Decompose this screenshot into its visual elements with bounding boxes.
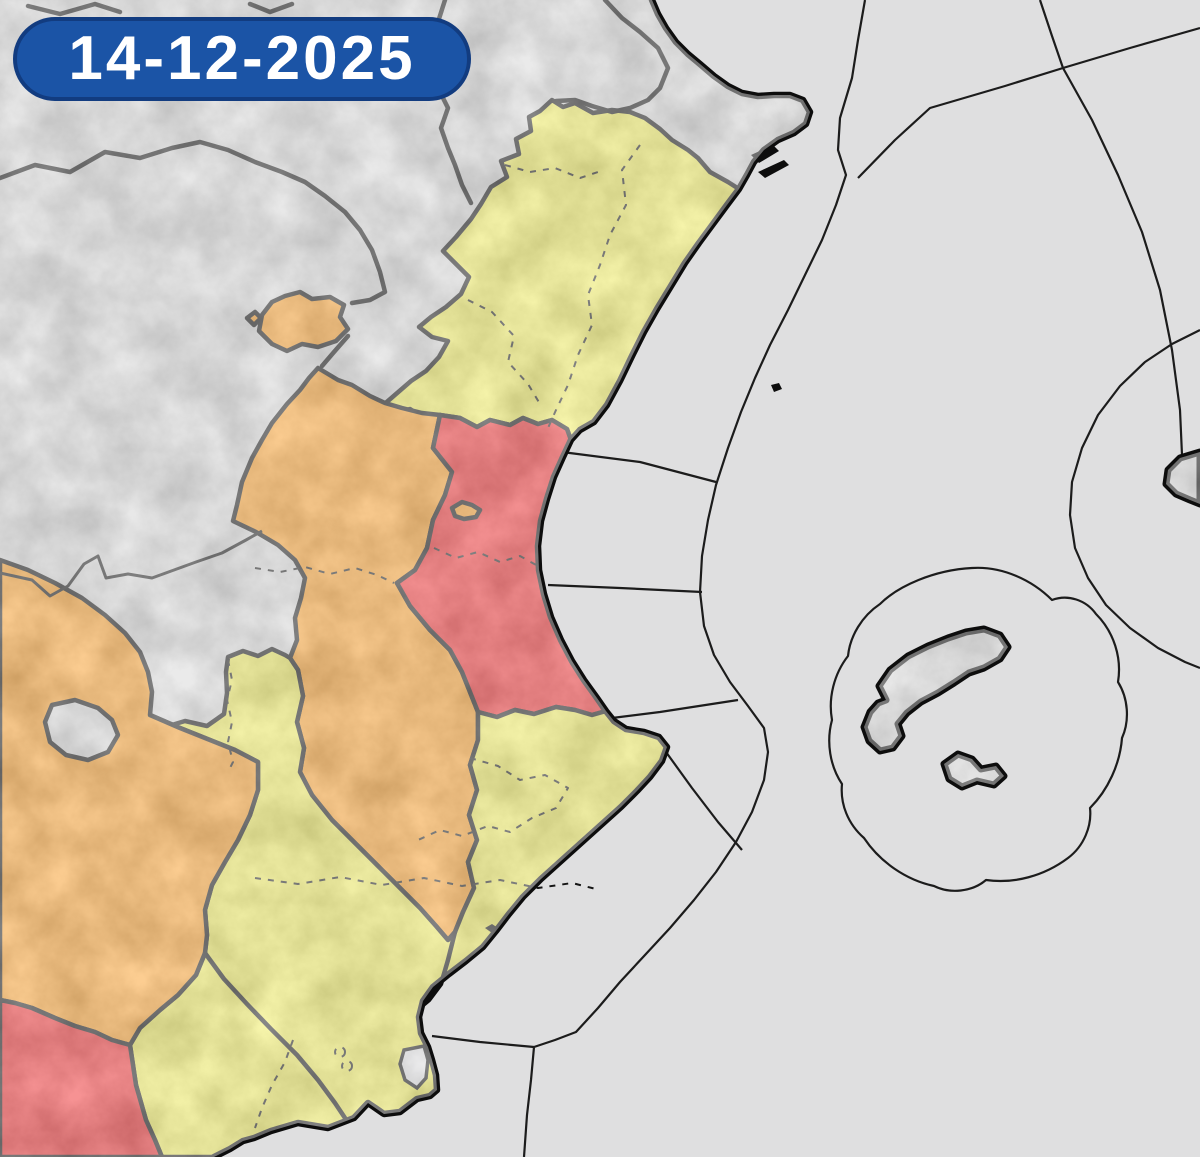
- coastal-water-divider-2: [547, 583, 703, 594]
- delta-sandbar-1: [751, 145, 779, 163]
- date-text: 14-12-2025: [68, 24, 416, 93]
- maritime-boundaries: [431, 0, 1200, 1157]
- coastal-water-divider-1: [561, 450, 717, 484]
- coastal-water-divider-4: [665, 751, 743, 851]
- mallorca-arc: [1068, 329, 1200, 670]
- delta-sandbar-2: [758, 160, 789, 178]
- median-line-ne: [857, 26, 1200, 179]
- territorial-water-line: [522, 0, 867, 1157]
- ibiza-territorial-circle: [828, 566, 1128, 892]
- islet-columbretes: [771, 383, 782, 392]
- median-line-east: [1062, 67, 1184, 456]
- date-badge: 14-12-2025: [13, 17, 471, 101]
- median-line-north: [1038, 0, 1065, 69]
- coastal-water-divider-3: [611, 698, 739, 720]
- coastal-water-divider-5: [431, 1034, 535, 1049]
